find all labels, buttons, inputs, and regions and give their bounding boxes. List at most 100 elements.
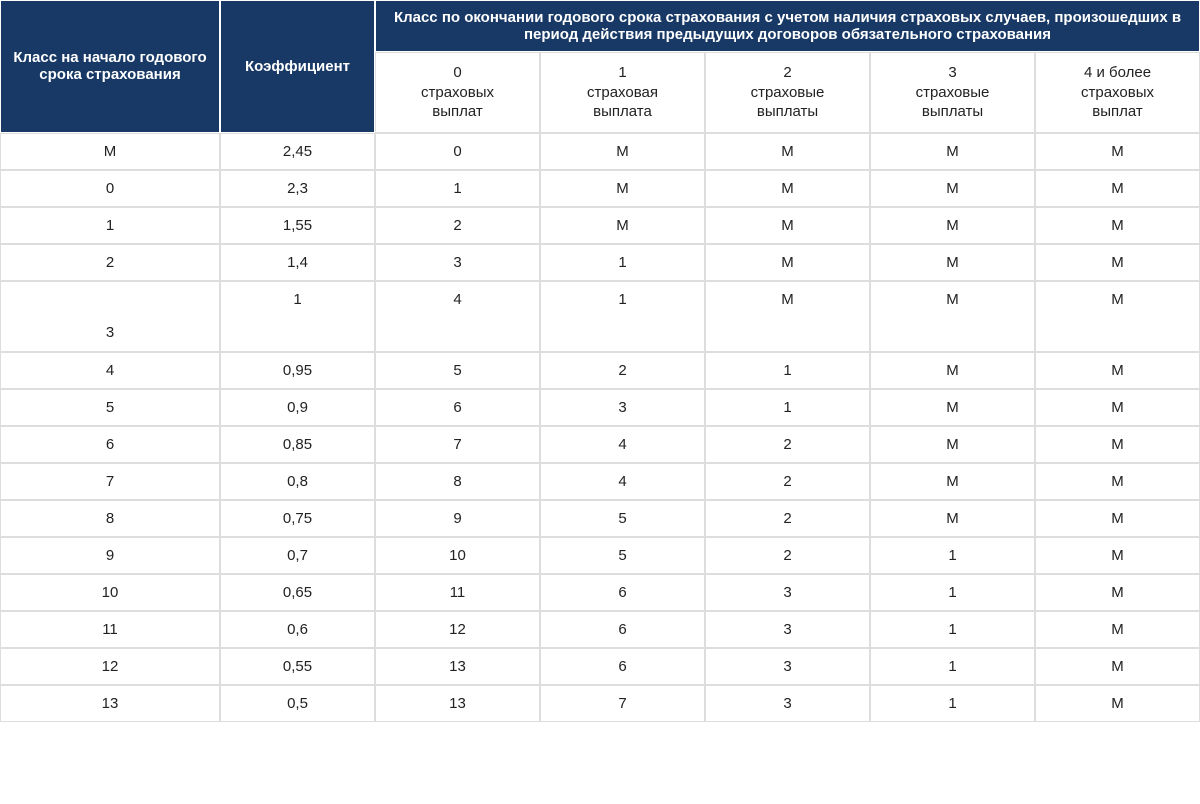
table-row: 3141МММ	[0, 281, 1200, 352]
cell-value: 7	[540, 685, 705, 722]
cell-value: М	[1035, 281, 1200, 352]
cell-value: М	[870, 170, 1035, 207]
cell-start-class: 10	[0, 574, 220, 611]
cell-value: М	[1035, 133, 1200, 170]
cell-value: 1	[870, 611, 1035, 648]
cell-value: 3	[540, 389, 705, 426]
table-row: 100,6511631М	[0, 574, 1200, 611]
cell-value: 3	[705, 574, 870, 611]
cell-value: М	[705, 170, 870, 207]
cell-coefficient: 0,5	[220, 685, 375, 722]
cell-coefficient: 1	[220, 281, 375, 352]
col-header-coefficient: Коэффициент	[220, 0, 375, 133]
cell-value: 7	[375, 426, 540, 463]
table-row: 21,431МММ	[0, 244, 1200, 281]
cell-value: 9	[375, 500, 540, 537]
cell-value: М	[870, 463, 1035, 500]
cell-value: 13	[375, 648, 540, 685]
cell-value: М	[870, 281, 1035, 352]
cell-value: 2	[375, 207, 540, 244]
cell-start-class: 8	[0, 500, 220, 537]
cell-value: 1	[870, 574, 1035, 611]
col-sub-3: 3страховыевыплаты	[870, 52, 1035, 133]
cell-coefficient: 1,4	[220, 244, 375, 281]
cell-coefficient: 0,75	[220, 500, 375, 537]
cell-value: М	[870, 244, 1035, 281]
cell-value: М	[705, 133, 870, 170]
cell-coefficient: 0,7	[220, 537, 375, 574]
cell-start-class: 5	[0, 389, 220, 426]
cell-value: М	[1035, 574, 1200, 611]
cell-coefficient: 0,6	[220, 611, 375, 648]
cell-value: 4	[540, 426, 705, 463]
cell-start-class: 11	[0, 611, 220, 648]
cell-coefficient: 2,45	[220, 133, 375, 170]
cell-value: 6	[540, 611, 705, 648]
col-sub-2: 2страховыевыплаты	[705, 52, 870, 133]
table-row: 02,31ММММ	[0, 170, 1200, 207]
cell-value: М	[870, 426, 1035, 463]
cell-start-class: 3	[0, 281, 220, 352]
col-header-group: Класс по окончании годового срока страхо…	[375, 0, 1200, 52]
cell-value: 1	[540, 281, 705, 352]
cell-start-class: 1	[0, 207, 220, 244]
cell-value: 2	[705, 537, 870, 574]
cell-value: 1	[870, 685, 1035, 722]
cell-value: 1	[375, 170, 540, 207]
cell-value: М	[540, 170, 705, 207]
cell-value: 1	[870, 648, 1035, 685]
table-row: 110,612631М	[0, 611, 1200, 648]
cell-value: М	[870, 352, 1035, 389]
cell-coefficient: 0,8	[220, 463, 375, 500]
table-row: 50,9631ММ	[0, 389, 1200, 426]
cell-value: 1	[870, 537, 1035, 574]
cell-value: М	[1035, 685, 1200, 722]
cell-value: М	[1035, 426, 1200, 463]
cell-value: 2	[705, 463, 870, 500]
cell-start-class: 9	[0, 537, 220, 574]
col-sub-4: 4 и болеестраховыхвыплат	[1035, 52, 1200, 133]
cell-value: 3	[375, 244, 540, 281]
cell-value: 4	[540, 463, 705, 500]
cell-value: 2	[540, 352, 705, 389]
cell-start-class: 6	[0, 426, 220, 463]
cell-value: М	[705, 207, 870, 244]
cell-value: М	[540, 133, 705, 170]
cell-coefficient: 0,95	[220, 352, 375, 389]
table-row: 80,75952ММ	[0, 500, 1200, 537]
cell-value: М	[1035, 170, 1200, 207]
kbm-table: Класс на начало годового срока страхован…	[0, 0, 1200, 722]
table-row: 120,5513631М	[0, 648, 1200, 685]
cell-value: 6	[540, 648, 705, 685]
cell-coefficient: 0,85	[220, 426, 375, 463]
cell-value: 2	[705, 500, 870, 537]
table-row: 60,85742ММ	[0, 426, 1200, 463]
table-row: 90,710521М	[0, 537, 1200, 574]
cell-value: 12	[375, 611, 540, 648]
cell-value: М	[705, 281, 870, 352]
cell-value: М	[1035, 537, 1200, 574]
cell-value: 4	[375, 281, 540, 352]
cell-value: М	[1035, 244, 1200, 281]
cell-value: М	[870, 133, 1035, 170]
cell-value: 10	[375, 537, 540, 574]
cell-value: М	[1035, 648, 1200, 685]
cell-value: 13	[375, 685, 540, 722]
cell-start-class: 13	[0, 685, 220, 722]
cell-start-class: М	[0, 133, 220, 170]
cell-coefficient: 1,55	[220, 207, 375, 244]
cell-value: 8	[375, 463, 540, 500]
cell-value: 5	[540, 500, 705, 537]
cell-coefficient: 0,55	[220, 648, 375, 685]
cell-value: М	[1035, 463, 1200, 500]
col-sub-0: 0страховыхвыплат	[375, 52, 540, 133]
cell-coefficient: 0,9	[220, 389, 375, 426]
table-row: М2,450ММММ	[0, 133, 1200, 170]
cell-start-class: 0	[0, 170, 220, 207]
cell-value: 5	[540, 537, 705, 574]
cell-value: 2	[705, 426, 870, 463]
cell-value: М	[870, 389, 1035, 426]
cell-value: М	[1035, 611, 1200, 648]
cell-value: 3	[705, 685, 870, 722]
cell-value: 5	[375, 352, 540, 389]
